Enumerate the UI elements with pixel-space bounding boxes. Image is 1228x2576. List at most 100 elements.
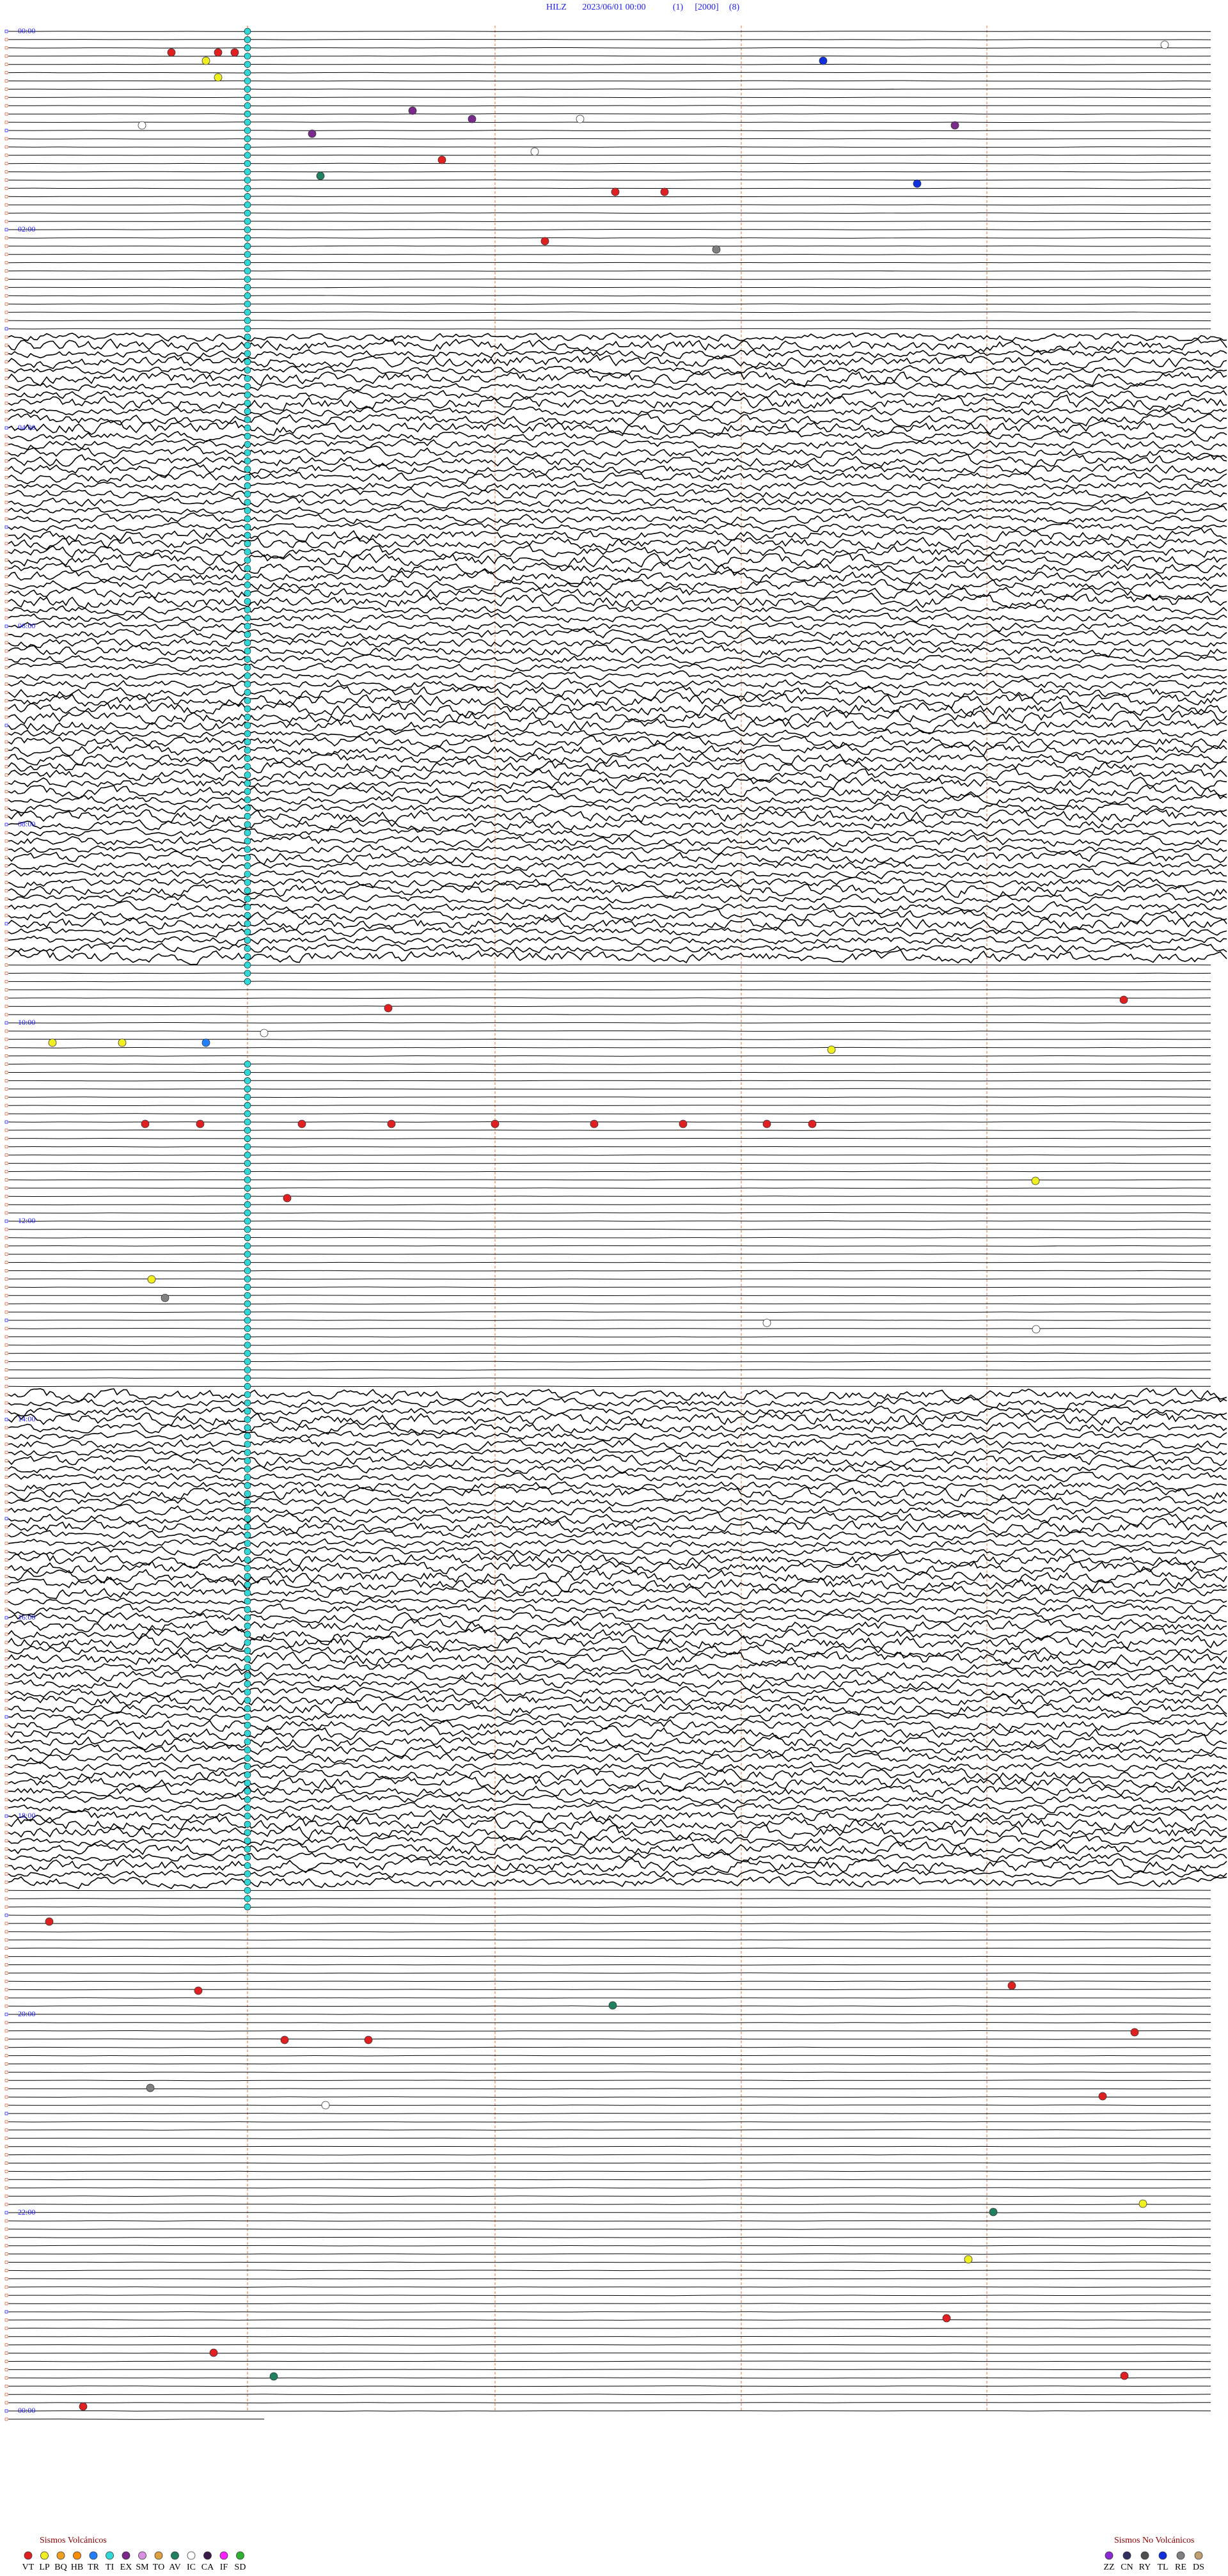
trace bbox=[8, 2179, 1211, 2181]
event-marker bbox=[244, 1424, 251, 1432]
legend-swatch bbox=[40, 2551, 49, 2560]
trace-start-mark bbox=[4, 740, 8, 744]
event-marker bbox=[244, 1093, 251, 1101]
trace bbox=[8, 628, 1227, 641]
event-marker bbox=[244, 664, 251, 671]
trace bbox=[8, 512, 1227, 525]
event-marker bbox=[244, 1416, 251, 1423]
event-marker bbox=[244, 1143, 251, 1151]
trace-start-mark bbox=[4, 269, 8, 273]
trace bbox=[8, 742, 1227, 757]
trace bbox=[8, 1030, 1211, 1032]
trace-start-mark bbox=[4, 2170, 8, 2173]
trace-start-mark bbox=[4, 1905, 8, 1909]
event-marker bbox=[244, 862, 251, 869]
trace bbox=[8, 521, 1227, 533]
trace-start-mark bbox=[4, 335, 8, 339]
event-marker bbox=[244, 1746, 251, 1753]
trace bbox=[8, 527, 1227, 542]
trace-start-mark bbox=[4, 1864, 8, 1867]
event-marker bbox=[244, 672, 251, 679]
trace-start-mark bbox=[4, 1128, 8, 1132]
event-marker bbox=[244, 507, 251, 514]
trace bbox=[8, 949, 1227, 965]
event-marker bbox=[167, 48, 176, 57]
legend-code: TL bbox=[1157, 2563, 1168, 2572]
trace-start-mark bbox=[4, 1063, 8, 1066]
trace-start-mark bbox=[4, 120, 8, 124]
event-marker bbox=[244, 1780, 251, 1787]
trace bbox=[8, 868, 1227, 880]
event-marker bbox=[244, 1680, 251, 1687]
event-marker bbox=[540, 237, 549, 246]
trace-start-mark bbox=[4, 1293, 8, 1297]
trace bbox=[8, 1080, 1211, 1082]
trace-start-mark bbox=[4, 889, 8, 892]
trace-start-mark bbox=[4, 1591, 8, 1595]
trace bbox=[8, 997, 1211, 999]
trace-start-mark bbox=[4, 79, 8, 83]
trace bbox=[8, 1137, 1211, 1139]
legend-swatch bbox=[89, 2551, 98, 2560]
trace-start-mark bbox=[4, 286, 8, 289]
event-marker bbox=[364, 2035, 373, 2044]
event-marker bbox=[244, 755, 251, 762]
trace-start-mark bbox=[4, 236, 8, 240]
event-marker bbox=[1120, 2371, 1129, 2380]
trace bbox=[8, 818, 1227, 832]
event-marker bbox=[244, 1540, 251, 1547]
trace-start-mark bbox=[4, 765, 8, 768]
legend-code: TR bbox=[88, 2563, 100, 2572]
trace-start-mark bbox=[4, 996, 8, 1000]
trace bbox=[8, 943, 1227, 954]
trace bbox=[8, 2080, 1211, 2082]
event-marker bbox=[244, 961, 251, 968]
event-marker bbox=[762, 1119, 771, 1128]
trace bbox=[8, 221, 1211, 223]
trace-start-mark bbox=[4, 658, 8, 661]
trace bbox=[8, 1776, 1227, 1791]
trace-start-mark bbox=[4, 46, 8, 50]
event-marker bbox=[244, 44, 251, 52]
trace-start-mark bbox=[4, 583, 8, 587]
event-marker bbox=[244, 705, 251, 713]
event-marker bbox=[321, 2101, 330, 2110]
trace-start-mark bbox=[4, 1913, 8, 1917]
trace-start-mark bbox=[4, 1418, 8, 1421]
event-marker bbox=[214, 48, 223, 57]
trace-start-mark bbox=[4, 1046, 8, 1050]
trace bbox=[8, 1725, 1227, 1741]
trace-start-mark bbox=[4, 881, 8, 884]
event-marker bbox=[244, 474, 251, 481]
event-marker bbox=[244, 1862, 251, 1869]
trace-start-mark bbox=[4, 1352, 8, 1355]
trace bbox=[8, 734, 1227, 750]
event-marker bbox=[244, 1160, 251, 1167]
event-marker bbox=[590, 1119, 599, 1128]
event-marker bbox=[244, 383, 251, 390]
event-marker bbox=[244, 1185, 251, 1192]
trace-start-mark bbox=[4, 377, 8, 380]
trace-start-mark bbox=[4, 1483, 8, 1487]
trace bbox=[8, 2344, 1211, 2346]
event-marker bbox=[244, 953, 251, 960]
trace-start-mark bbox=[4, 2128, 8, 2132]
event-marker bbox=[244, 177, 251, 184]
event-marker bbox=[608, 2001, 617, 2010]
event-marker bbox=[244, 333, 251, 341]
event-marker bbox=[244, 457, 251, 464]
trace bbox=[8, 2245, 1211, 2247]
event-marker bbox=[244, 77, 251, 84]
event-marker bbox=[1138, 2199, 1147, 2208]
event-marker bbox=[244, 69, 251, 76]
trace bbox=[8, 122, 1211, 123]
trace bbox=[8, 1626, 1227, 1643]
event-marker bbox=[244, 416, 251, 423]
trace-start-mark bbox=[4, 1839, 8, 1843]
trace bbox=[8, 1006, 1211, 1007]
trace bbox=[8, 412, 1227, 427]
event-marker bbox=[244, 515, 251, 523]
trace-start-mark bbox=[4, 1186, 8, 1190]
trace-start-mark bbox=[4, 905, 8, 909]
trace-start-mark bbox=[4, 2037, 8, 2041]
